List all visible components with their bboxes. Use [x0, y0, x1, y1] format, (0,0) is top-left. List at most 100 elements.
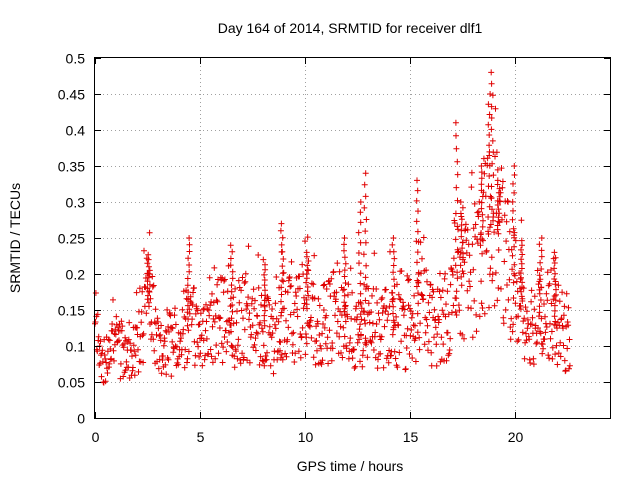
- data-point: [447, 281, 454, 288]
- data-point: [146, 289, 153, 295]
- data-point: [278, 249, 285, 255]
- data-point: [130, 342, 137, 349]
- data-point: [164, 306, 171, 313]
- data-point: [535, 281, 542, 288]
- data-point: [444, 288, 451, 295]
- data-point: [511, 270, 517, 277]
- data-point: [390, 317, 397, 324]
- data-point: [172, 343, 179, 350]
- data-point: [374, 365, 381, 372]
- data-point: [413, 197, 420, 204]
- y-axis-label: SRMTID / TECUs: [7, 183, 23, 293]
- data-point: [490, 149, 497, 156]
- data-point: [518, 256, 525, 263]
- data-point: [454, 249, 461, 256]
- data-point: [511, 189, 518, 196]
- data-point: [395, 291, 402, 298]
- data-point: [481, 310, 488, 317]
- data-point: [453, 295, 460, 302]
- data-point: [92, 290, 99, 296]
- data-point: [269, 330, 276, 337]
- data-point: [412, 335, 419, 342]
- data-point: [218, 340, 225, 347]
- data-point: [345, 355, 352, 362]
- x-tick-labels: 0 5 10 15 20: [92, 429, 524, 445]
- data-point: [241, 326, 248, 333]
- data-point: [566, 336, 573, 343]
- data-point: [266, 323, 273, 330]
- data-point: [296, 273, 303, 280]
- data-point: [534, 267, 541, 274]
- data-point: [533, 340, 540, 347]
- data-point: [303, 249, 310, 256]
- data-point: [252, 297, 258, 304]
- y-tick-label: 0.05: [58, 375, 85, 391]
- data-point: [280, 278, 287, 285]
- data-point: [279, 270, 286, 277]
- data-point: [311, 252, 318, 259]
- data-point: [319, 357, 326, 364]
- data-point: [352, 363, 359, 370]
- data-point: [494, 297, 501, 304]
- data-point: [452, 308, 459, 315]
- data-point: [511, 163, 518, 169]
- data-point: [184, 309, 191, 316]
- data-point: [385, 311, 392, 318]
- data-point: [552, 254, 559, 261]
- data-point: [459, 268, 466, 275]
- data-point: [553, 291, 559, 298]
- data-point: [488, 194, 495, 201]
- data-point: [287, 311, 294, 318]
- data-point: [238, 307, 245, 314]
- data-point: [556, 298, 563, 305]
- y-tick-label: 0.35: [58, 159, 85, 175]
- data-point: [499, 216, 505, 223]
- data-point: [274, 356, 281, 363]
- data-point: [459, 239, 466, 246]
- data-point: [543, 290, 550, 297]
- data-point: [261, 362, 268, 369]
- data-point: [506, 276, 513, 283]
- data-point: [262, 353, 269, 359]
- data-point: [551, 249, 558, 256]
- data-point: [290, 329, 297, 336]
- data-point: [510, 295, 517, 301]
- data-point: [94, 311, 101, 318]
- data-point: [390, 324, 397, 331]
- data-point: [390, 295, 397, 302]
- data-point: [443, 301, 449, 308]
- data-point: [402, 365, 409, 372]
- data-point: [260, 256, 267, 263]
- data-point: [552, 270, 558, 277]
- data-point: [454, 223, 461, 230]
- data-point: [414, 187, 421, 194]
- data-point: [438, 334, 445, 341]
- data-point: [544, 297, 551, 304]
- data-point: [413, 283, 420, 290]
- data-point: [355, 250, 362, 256]
- data-point: [363, 216, 370, 223]
- data-point: [381, 323, 388, 330]
- data-point: [377, 350, 384, 357]
- data-point: [518, 246, 524, 253]
- data-point: [364, 354, 371, 361]
- data-point: [495, 214, 502, 221]
- data-point: [494, 197, 501, 204]
- data-point: [185, 289, 192, 296]
- data-point: [455, 226, 461, 233]
- data-point: [341, 241, 347, 248]
- data-point: [97, 338, 104, 345]
- data-point: [157, 337, 164, 344]
- data-point: [499, 178, 506, 185]
- data-point: [94, 348, 101, 355]
- data-point: [513, 278, 520, 285]
- data-point: [342, 260, 349, 267]
- data-point: [485, 101, 492, 108]
- data-point: [261, 271, 268, 278]
- data-point: [109, 321, 116, 327]
- data-point: [221, 276, 228, 283]
- data-point: [185, 316, 192, 323]
- data-point: [548, 267, 554, 273]
- data-point: [454, 171, 461, 178]
- data-point: [415, 269, 422, 276]
